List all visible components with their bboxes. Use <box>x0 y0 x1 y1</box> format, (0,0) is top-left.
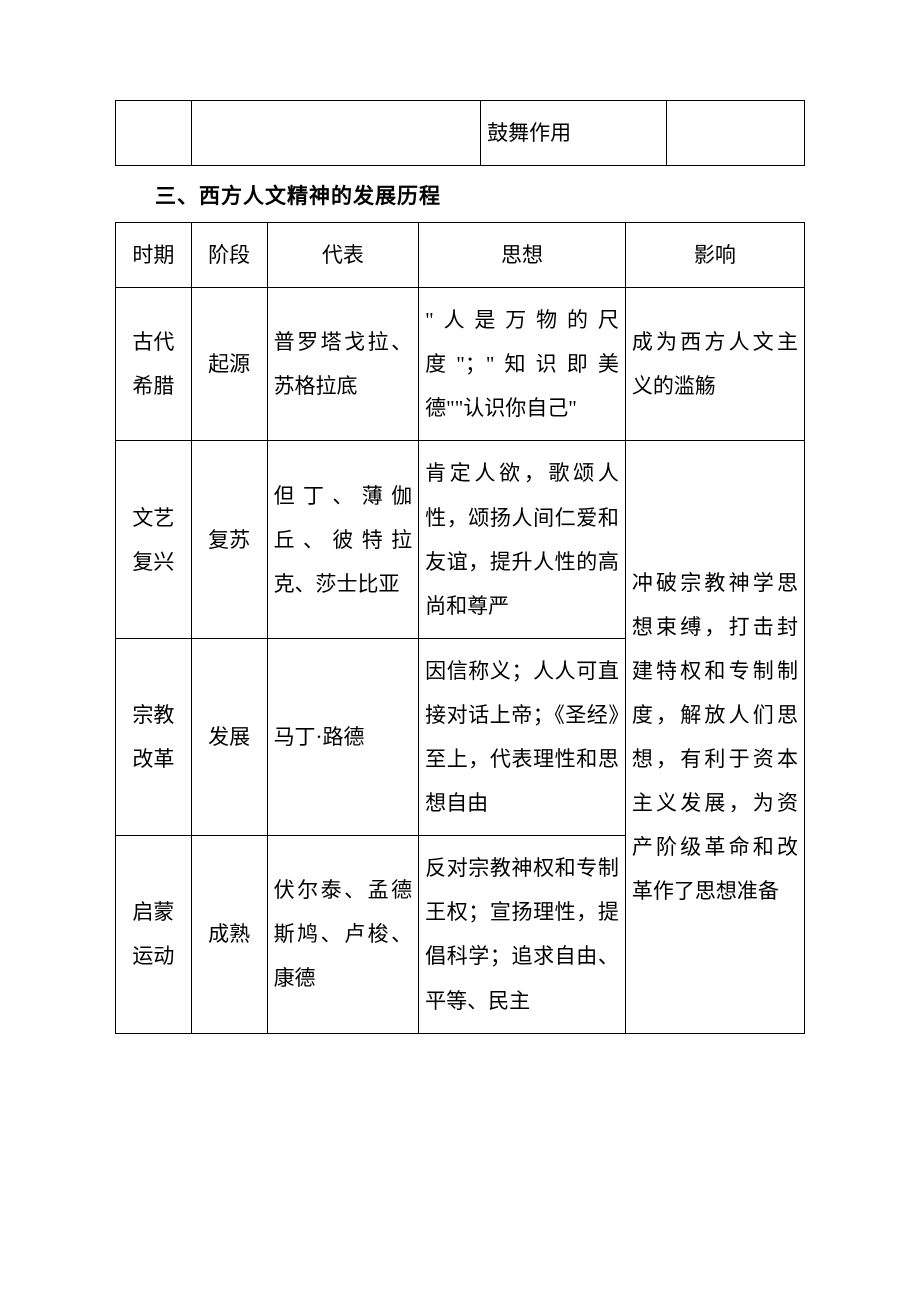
cell-stage: 复苏 <box>191 441 267 638</box>
cell-thought: 因信称义；人人可直接对话上帝；《圣经》至上，代表理性和思想自由 <box>419 638 626 835</box>
cell-period: 文艺复兴 <box>116 441 192 638</box>
cell-impact: 成为西方人文主义的滥觞 <box>625 288 804 441</box>
fragment-table: 鼓舞作用 <box>115 100 805 166</box>
col-header-rep: 代表 <box>267 223 419 288</box>
cell-stage: 发展 <box>191 638 267 835</box>
cell-impact-merged: 冲破宗教神学思想束缚，打击封建特权和专制制度，解放人们思想，有利于资本主义发展，… <box>625 441 804 1033</box>
section-title: 三、西方人文精神的发展历程 <box>155 180 805 210</box>
col-header-stage: 阶段 <box>191 223 267 288</box>
col-header-period: 时期 <box>116 223 192 288</box>
main-table: 时期 阶段 代表 思想 影响 古代希腊 起源 普罗塔戈拉、苏格拉底 "人是万物的… <box>115 222 805 1034</box>
col-header-thought: 思想 <box>419 223 626 288</box>
cell-stage: 起源 <box>191 288 267 441</box>
cell-period: 宗教改革 <box>116 638 192 835</box>
cell-thought: 肯定人欲，歌颂人性，颂扬人间仁爱和友谊，提升人性的高尚和尊严 <box>419 441 626 638</box>
cell-period: 古代希腊 <box>116 288 192 441</box>
cell <box>667 101 805 166</box>
table-header-row: 时期 阶段 代表 思想 影响 <box>116 223 805 288</box>
cell-rep: 普罗塔戈拉、苏格拉底 <box>267 288 419 441</box>
table-row: 古代希腊 起源 普罗塔戈拉、苏格拉底 "人是万物的尺度"；"知识即美德""认识你… <box>116 288 805 441</box>
cell-rep: 伏尔泰、孟德斯鸠、卢梭、康德 <box>267 836 419 1033</box>
cell-period: 启蒙运动 <box>116 836 192 1033</box>
cell-rep: 但丁、薄伽丘、彼特拉克、莎士比亚 <box>267 441 419 638</box>
cell-rep: 马丁·路德 <box>267 638 419 835</box>
col-header-impact: 影响 <box>625 223 804 288</box>
cell-stage: 成熟 <box>191 836 267 1033</box>
table-row: 文艺复兴 复苏 但丁、薄伽丘、彼特拉克、莎士比亚 肯定人欲，歌颂人性，颂扬人间仁… <box>116 441 805 638</box>
cell <box>191 101 480 166</box>
cell: 鼓舞作用 <box>481 101 667 166</box>
cell-thought: 反对宗教神权和专制王权；宣扬理性，提倡科学；追求自由、平等、民主 <box>419 836 626 1033</box>
table-row: 鼓舞作用 <box>116 101 805 166</box>
cell <box>116 101 192 166</box>
cell-thought: "人是万物的尺度"；"知识即美德""认识你自己" <box>419 288 626 441</box>
